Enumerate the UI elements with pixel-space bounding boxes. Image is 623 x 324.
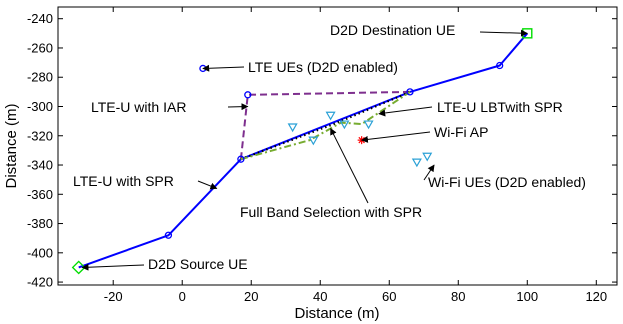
y-tick-label: -240 xyxy=(27,11,53,26)
y-tick-label: -340 xyxy=(27,158,53,173)
ticks-layer: -20 0 20 40 60 80 100 120 -420 -400 -380 -360 -340 -3… xyxy=(27,7,617,304)
y-tick-label: -300 xyxy=(27,99,53,114)
annot-wifi-ues-label: Wi-Fi UEs (D2D enabled) xyxy=(428,174,586,190)
annot-lte-u-spr-arrow xyxy=(197,180,218,190)
y-tick-label: -380 xyxy=(27,216,53,231)
wifi-ue-marker xyxy=(363,120,374,130)
wifi-ue-marker xyxy=(287,123,298,133)
x-tick-label: 100 xyxy=(516,289,538,304)
wifi-ue-marker xyxy=(339,120,350,130)
y-tick-label: -420 xyxy=(27,275,53,290)
annot-full-band-label: Full Band Selection with SPR xyxy=(240,204,422,220)
annot-lte-u-iar-arrow xyxy=(227,103,249,111)
wifi-ue-marker xyxy=(325,111,336,121)
x-tick-label: 120 xyxy=(585,289,607,304)
x-tick-label: 80 xyxy=(451,289,465,304)
annot-lte-u-iar-label: LTE-U with IAR xyxy=(91,99,186,115)
lte-u-spr-line xyxy=(78,32,529,269)
annot-full-band-arrow xyxy=(330,127,369,204)
annot-lte-ues-label: LTE UEs (D2D enabled) xyxy=(248,59,398,75)
annot-destination-arrow xyxy=(479,29,528,37)
lte-ue-marker xyxy=(244,91,252,99)
y-tick-label: -260 xyxy=(27,40,53,55)
annot-lte-ues-arrow xyxy=(202,64,245,72)
wifi-ue-marker xyxy=(308,136,319,146)
y-tick-label: -320 xyxy=(27,128,53,143)
lte-ue-marker xyxy=(406,88,414,96)
y-tick-label: -280 xyxy=(27,70,53,85)
plot-area xyxy=(57,6,618,286)
annot-wifi-ap-arrow xyxy=(360,131,431,143)
annot-lte-u-lbt-label: LTE-U LBTwith SPR xyxy=(437,99,563,115)
wifi-ue-marker xyxy=(422,152,433,162)
y-axis-label: Distance (m) xyxy=(3,103,20,188)
lte-ue-marker xyxy=(496,61,504,70)
annot-destination-label: D2D Destination UE xyxy=(330,22,455,38)
x-tick-label: -20 xyxy=(104,289,123,304)
y-tick-label: -360 xyxy=(27,187,53,202)
annot-lte-u-spr-label: LTE-U with SPR xyxy=(73,173,174,189)
annot-wifi-ap-label: Wi-Fi AP xyxy=(434,124,488,140)
relay-ue-marker xyxy=(237,155,245,163)
annot-wifi-ues-arrow xyxy=(423,164,435,181)
wifi-ue-marker xyxy=(411,158,422,168)
x-tick-label: 0 xyxy=(179,289,186,304)
x-tick-label: 60 xyxy=(382,289,396,304)
annot-lte-u-lbt-arrow xyxy=(378,106,433,117)
x-axis-label: Distance (m) xyxy=(294,305,379,322)
y-tick-label: -400 xyxy=(27,245,53,260)
relay-ue-marker xyxy=(164,231,173,239)
annot-source-label: D2D Source UE xyxy=(148,256,248,272)
x-tick-label: 20 xyxy=(244,289,258,304)
x-tick-label: 40 xyxy=(313,289,327,304)
annotations-layer: D2D Destination UE LTE UEs (D2D enabled) L… xyxy=(73,22,586,272)
annot-source-arrow xyxy=(81,263,145,271)
